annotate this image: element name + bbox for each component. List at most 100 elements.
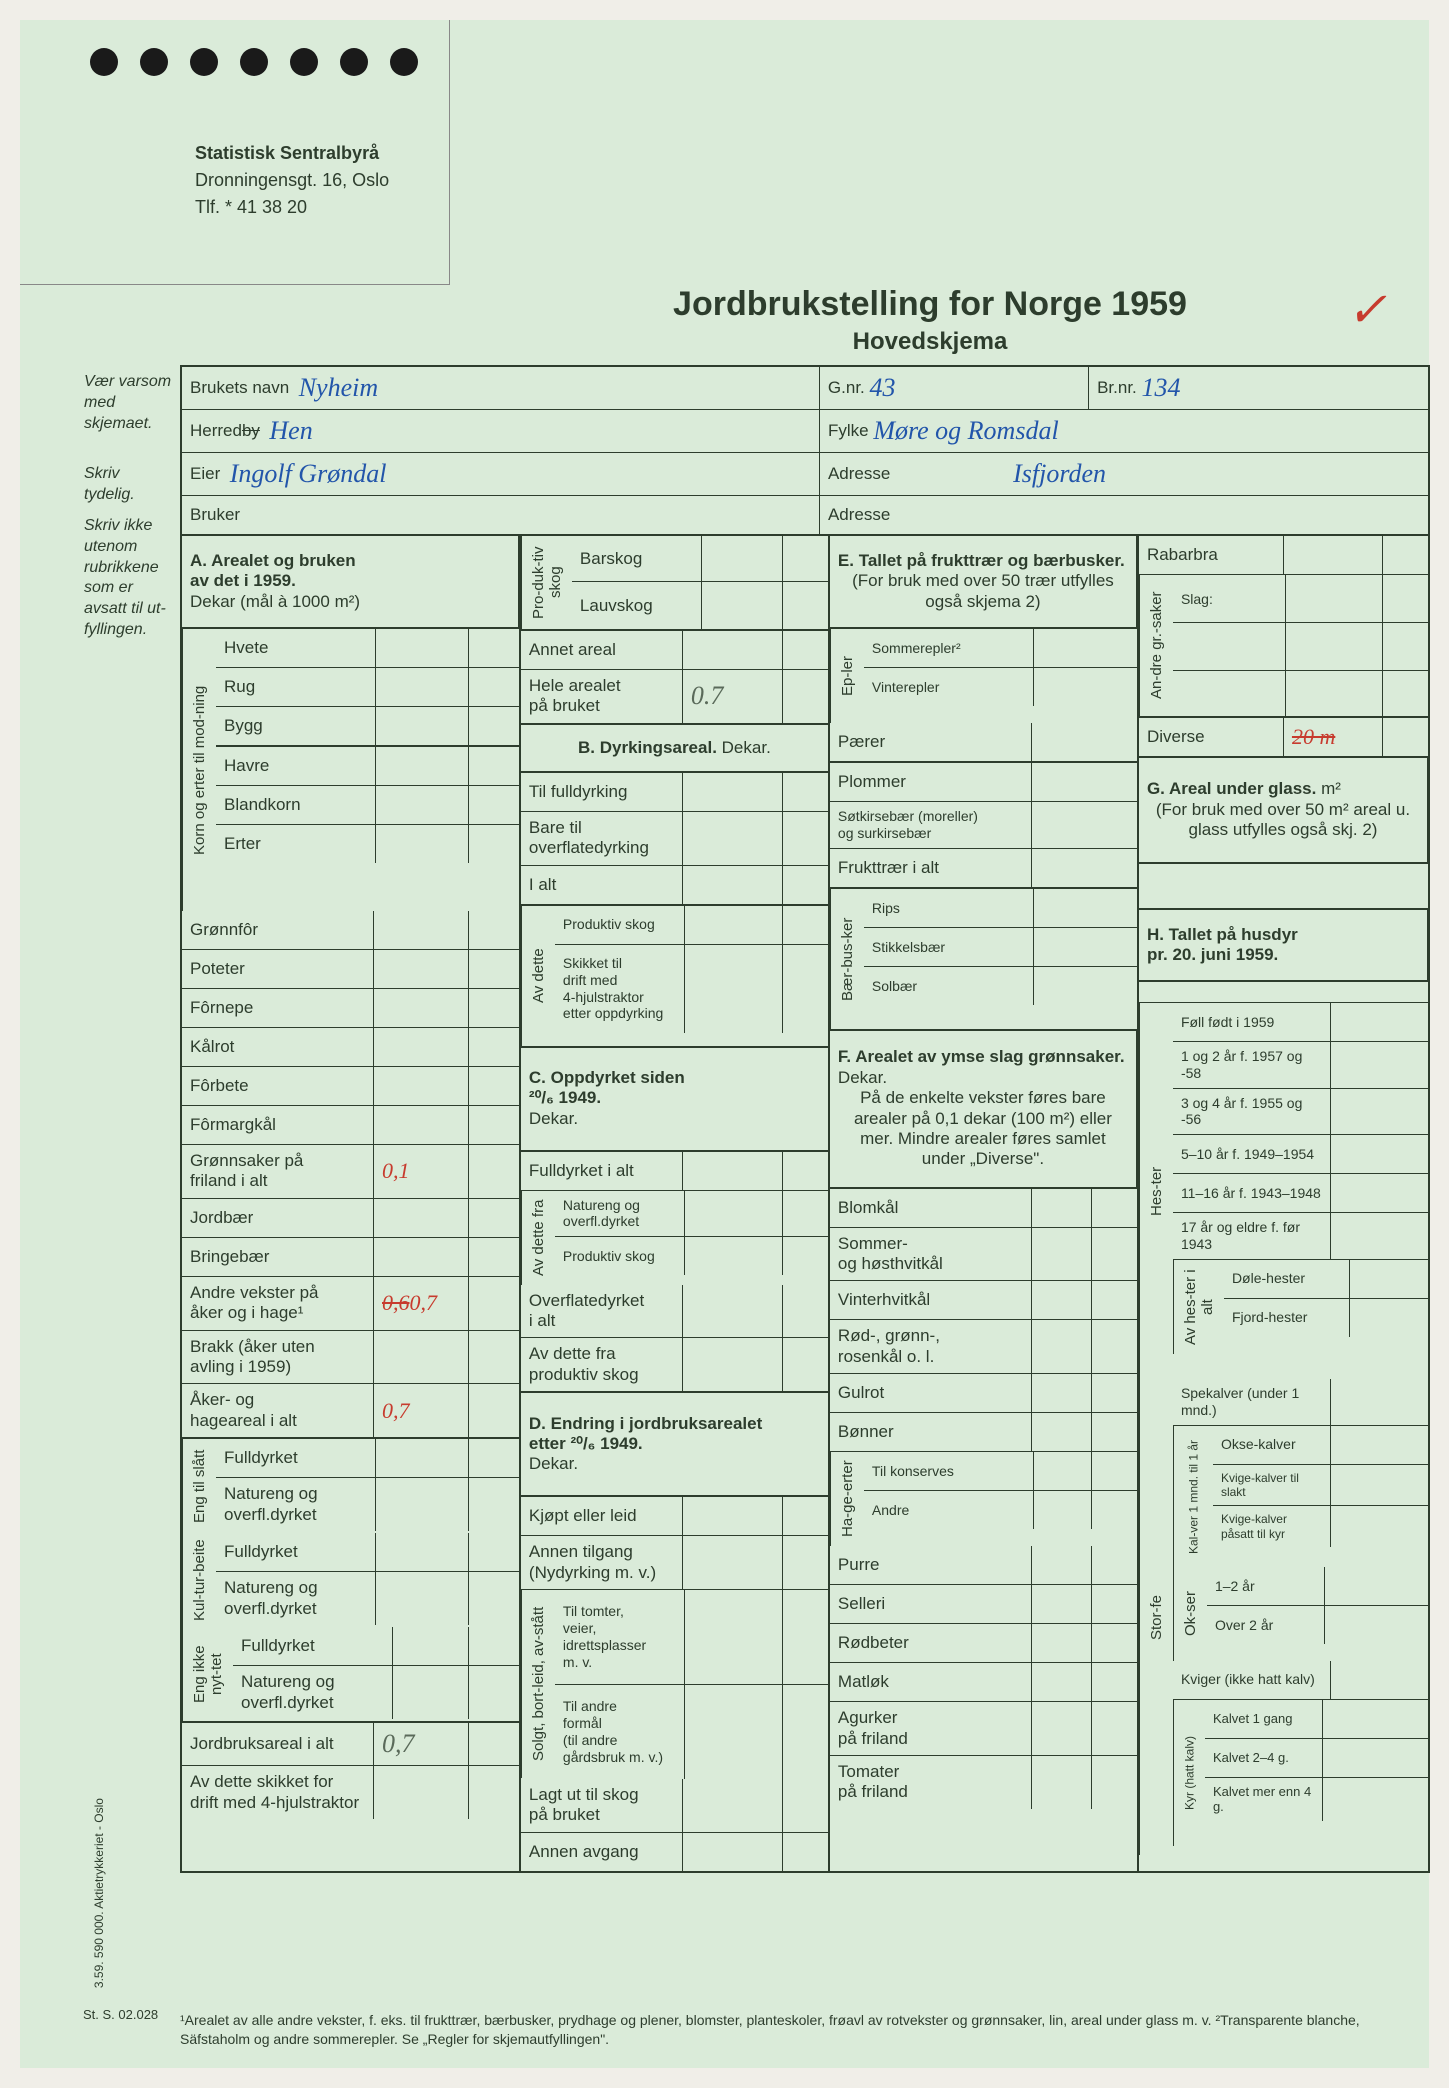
blandkorn: Blandkorn	[216, 786, 376, 824]
11til16: 11–16 år f. 1943–1948	[1173, 1174, 1331, 1212]
column-bcd: Pro-duk-tiv skog Barskog Lauvskog Annet …	[521, 536, 830, 1871]
b-skikket4: etter oppdyrking	[563, 1005, 663, 1022]
bonner: Bønner	[830, 1413, 1032, 1451]
margin-note-2: Skriv tydelig.	[84, 464, 174, 506]
skikket2: drift med 4-hjulstraktor	[190, 1793, 359, 1813]
secG-title: G. Areal under glass.	[1147, 779, 1316, 798]
secD-unit: Dekar.	[529, 1454, 578, 1474]
spekalver: Spekalver (under 1 mnd.)	[1173, 1379, 1331, 1425]
secA-title3: Dekar (mål à 1000 m²)	[190, 592, 360, 612]
c-avdette2: produktiv skog	[529, 1365, 639, 1385]
brnr-value: 134	[1142, 373, 1181, 403]
rips: Rips	[864, 889, 1034, 927]
hester: Hes-ter	[1139, 1003, 1173, 1379]
jordbruksareal-val: 0,7	[382, 1729, 415, 1759]
b-produktiv-skog: Produktiv skog	[563, 916, 655, 933]
kalvetmer: Kalvet mer enn 4 g.	[1205, 1778, 1323, 1821]
kviger: Kviger (ikke hatt kalv)	[1173, 1661, 1331, 1699]
org-name: Statistisk Sentralbyrå	[195, 143, 379, 163]
plommer: Plommer	[830, 763, 1032, 801]
column-a: A. Arealet og bruken av det i 1959. Deka…	[182, 536, 521, 1871]
bare1: Bare til	[529, 818, 582, 838]
barskog: Barskog	[572, 536, 702, 581]
5til10: 5–10 år f. 1949–1954	[1173, 1135, 1331, 1173]
aker-val: 0,7	[382, 1398, 410, 1424]
kalrot: Kålrot	[182, 1028, 374, 1066]
havre: Havre	[216, 747, 376, 785]
org-phone: Tlf. * 41 38 20	[195, 197, 307, 217]
b-skikket3: 4-hjulstraktor	[563, 989, 644, 1006]
print-code: St. S. 02.028	[83, 2007, 158, 2022]
brakk1: Brakk (åker uten	[190, 1337, 315, 1357]
secG-unit: m²	[1321, 779, 1341, 798]
brukets-navn-label: Brukets navn	[190, 378, 289, 398]
til-fulldyrking: Til fulldyrking	[521, 773, 683, 811]
oksekalver: Okse-kalver	[1213, 1426, 1331, 1464]
secE-note: (For bruk med over 50 trær utfylles også…	[838, 571, 1128, 612]
d-andre4: gårdsbruk m. v.)	[563, 1749, 663, 1766]
andre-val: 0,6	[382, 1290, 410, 1316]
herred-label: Herred	[190, 421, 242, 441]
d-andre1: Til andre	[563, 1698, 617, 1715]
storfe: Stor-fe	[1139, 1379, 1173, 1855]
konserves: Til konserves	[864, 1452, 1034, 1490]
tomater2: på friland	[838, 1782, 908, 1802]
secF-title: F. Arealet av ymse slag grønnsaker.	[838, 1047, 1125, 1067]
secA-title1: A. Arealet og bruken	[190, 551, 356, 571]
c-natureng2: overfl.dyrket	[563, 1213, 639, 1230]
av-dette: Av dette	[521, 906, 555, 1046]
solbaer: Solbær	[864, 967, 1034, 1005]
gronnfor: Grønnfôr	[182, 911, 374, 949]
gronnsaker2: friland i alt	[190, 1171, 267, 1191]
secD-title: D. Endring i jordbruksarealet	[529, 1414, 762, 1434]
okser: Ok-ser	[1173, 1567, 1207, 1661]
kb-fulldyrket: Fulldyrket	[216, 1533, 376, 1571]
column-gh: Rabarbra An-dre gr.-saker Slag: Diverse2…	[1139, 536, 1428, 1871]
over2: Over 2 år	[1207, 1606, 1325, 1644]
jordbaer: Jordbær	[182, 1199, 374, 1237]
erter: Erter	[216, 825, 376, 863]
checkmark: ✓	[1347, 282, 1387, 338]
header-info: Statistisk Sentralbyrå Dronningensgt. 16…	[195, 140, 389, 221]
sotk1: Søtkirsebær (moreller)	[838, 808, 978, 825]
kalvet24: Kalvet 2–4 g.	[1205, 1739, 1323, 1777]
f-andre: Andre	[864, 1491, 1034, 1529]
eier-label: Eier	[190, 464, 220, 484]
secB-title: B. Dyrkingsareal.	[578, 738, 717, 758]
sommer1: Sommer-	[838, 1234, 908, 1254]
secE-title: E. Tallet på frukttrær og bærbusker.	[838, 551, 1125, 571]
ei-natureng1: Natureng og	[241, 1672, 335, 1692]
d-tomter2: veier,	[563, 1620, 596, 1637]
brakk2: avling i 1959)	[190, 1357, 291, 1377]
bringebaer: Bringebær	[182, 1238, 374, 1276]
sommerepler: Sommerepler²	[864, 629, 1034, 667]
produktiv-skog: Pro-duk-tiv skog	[521, 536, 572, 629]
herred-by: by	[242, 421, 260, 441]
fulldyrket: Fulldyrket	[216, 1439, 376, 1477]
tomater1: Tomater	[838, 1762, 899, 1782]
vinterepler: Vinterepler	[864, 668, 1034, 706]
secC-date: ²⁰/₆ 1949.	[529, 1088, 601, 1108]
secB-unit: Dekar.	[722, 738, 771, 758]
andre-grsaker: An-dre gr.-saker	[1139, 575, 1173, 716]
d-lagt2: på bruket	[529, 1805, 600, 1825]
print-info-vertical: 3.59. 590 000. Aktietrykkeriet - Oslo	[92, 1798, 106, 1988]
kyr: Kyr (hatt kalv)	[1173, 1700, 1205, 1846]
c-avdette1: Av dette fra	[529, 1344, 616, 1364]
kvigekalver1: Kvige-kalver til slakt	[1213, 1465, 1331, 1506]
aker2: hageareal i alt	[190, 1411, 297, 1431]
epler: Ep-ler	[830, 629, 864, 723]
brukets-navn-value: Nyheim	[299, 373, 378, 403]
fylke-label: Fylke	[828, 421, 869, 441]
vinterhvitkal: Vinterhvitkål	[830, 1281, 1032, 1319]
d-tomter4: m. v.	[563, 1654, 592, 1671]
hageerter: Ha-ge-erter	[830, 1452, 864, 1546]
fornepe: Fôrnepe	[182, 989, 374, 1027]
secH-title: H. Tallet på husdyr	[1147, 925, 1298, 945]
korn-label: Korn og erter til mod-ning	[182, 629, 216, 911]
rabarbra: Rabarbra	[1139, 536, 1284, 574]
brnr-label: Br.nr.	[1097, 378, 1137, 398]
baerbusker: Bær-bus-ker	[830, 889, 864, 1029]
adresse-value: Isfjorden	[1013, 459, 1106, 489]
margin-note-1: Vær varsom med skjemaet.	[84, 372, 174, 434]
